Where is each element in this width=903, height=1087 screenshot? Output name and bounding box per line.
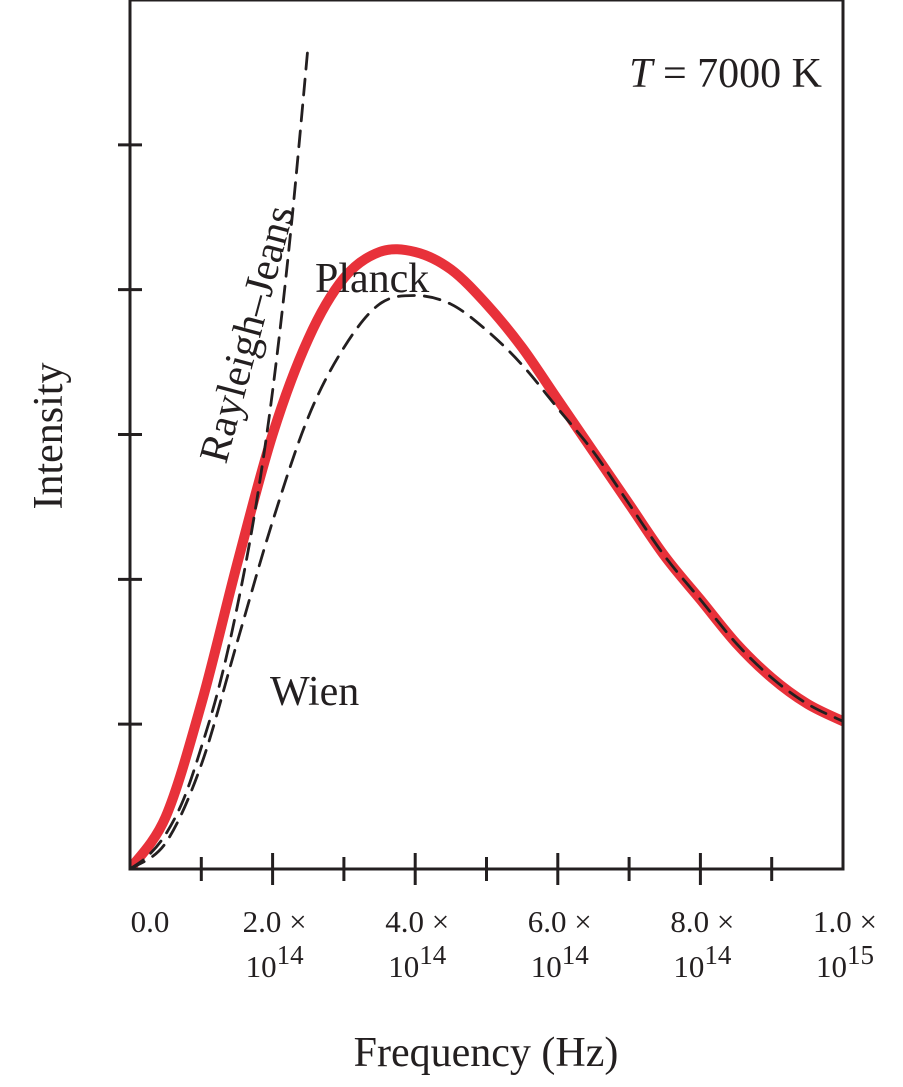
x-tick-label-5: 1.0 × [813,904,877,939]
x-tick-exponent-2: 1014 [388,940,447,984]
y-axis-title: Intensity [26,363,72,510]
series-label-wien: Wien [270,669,359,715]
x-tick-exponent-1: 1014 [246,940,305,984]
series-label-rayleigh-jeans: Rayleigh–Jeans [191,201,304,468]
x-tick-label-3: 6.0 × [528,904,592,939]
x-tick-exponent-3: 1014 [531,940,590,984]
temperature-var: T [629,51,655,97]
series-line-planck [130,244,843,869]
temperature-annotation: T = 7000 K [629,51,822,97]
x-tick-exponent-4: 1014 [673,940,732,984]
series-line-rayleigh-jeans [130,42,310,869]
x-axis-title: Frequency (Hz) [354,1030,619,1076]
tick-layer [118,143,774,885]
series-line-wien [130,294,843,869]
x-tick-exponent-5: 1015 [816,940,874,984]
x-tick-label-4: 8.0 × [670,904,734,939]
x-tick-label-1: 2.0 × [243,904,307,939]
x-tick-label-2: 4.0 × [385,904,449,939]
series-label-planck: Planck [315,256,429,302]
x-tick-label-0: 0.0 [131,904,170,939]
temperature-value: = 7000 K [652,51,822,97]
series-layer [130,42,843,869]
